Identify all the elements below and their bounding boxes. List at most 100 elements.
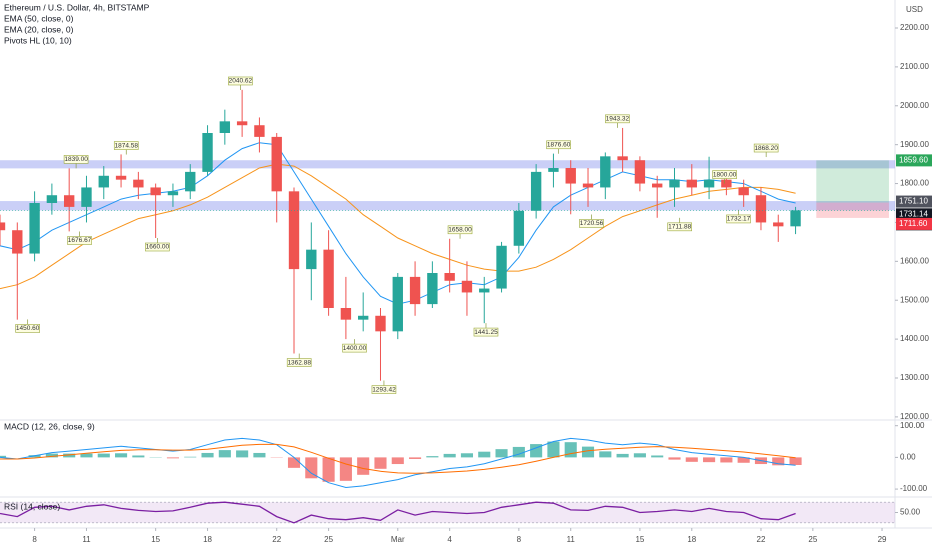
candle-body [496, 245, 507, 289]
macd-histogram-bar [651, 455, 664, 458]
pivot-label: 1450.60 [16, 325, 40, 332]
candle-body [46, 195, 58, 203]
candle-body [167, 191, 179, 196]
candle-body [530, 171, 542, 211]
macd-histogram-bar [772, 457, 785, 466]
macd-histogram-bar [132, 455, 145, 458]
macd-histogram-bar [547, 441, 560, 458]
macd-histogram-bar [460, 453, 474, 458]
legend-entry: Pivots HL (10, 10) [4, 35, 72, 45]
pivot-box [113, 141, 139, 150]
macd-histogram-bar [184, 456, 197, 458]
pivot-label: 1400.00 [343, 345, 367, 352]
macd-histogram-bar [789, 457, 802, 465]
macd-histogram-bar [80, 453, 93, 458]
x-tick-label: 18 [203, 535, 212, 544]
candle-body [98, 175, 109, 188]
pivot-label: 1362.88 [287, 359, 311, 366]
candle-body [634, 160, 646, 184]
candle-body [271, 136, 282, 192]
rsi-line [0, 501, 796, 524]
x-tick-label: Mar [391, 535, 405, 544]
x-tick-label: 25 [808, 535, 817, 544]
pane-title: RSI (14, close) [4, 501, 60, 511]
price-tag-label: 1731.14 [899, 209, 928, 218]
macd-histogram-bar [0, 455, 7, 458]
candle-body [185, 171, 196, 192]
macd-histogram-bar [703, 457, 716, 463]
chart-title: Ethereum / U.S. Dollar, 4h, BITSTAMP [4, 2, 150, 12]
pivot-box [667, 222, 692, 232]
pane-title: MACD (12, 26, close, 9) [4, 421, 95, 431]
target-zone [816, 160, 889, 203]
macd-histogram-bar [97, 453, 110, 458]
candle-body [565, 168, 576, 184]
y-tick-label: 100.00 [900, 421, 925, 430]
pivot-box [67, 236, 92, 245]
x-tick-label: 8 [517, 535, 522, 544]
candle-body [479, 288, 490, 293]
candle-body [600, 156, 611, 188]
x-tick-label: 25 [324, 535, 333, 544]
y-tick-label: 1400.00 [900, 334, 929, 343]
pivot-box [342, 343, 367, 353]
pivot-label: 1711.88 [668, 224, 691, 231]
plot: 8 11 15 18 22 25 Mar 4 8 11 15 18 22 25 29 2200.00 2100.… [0, 23, 932, 544]
x-tick-label: 4 [447, 535, 452, 544]
x-tick-label: 29 [878, 535, 887, 544]
candle-body [150, 187, 161, 196]
pivot-box [753, 143, 779, 153]
candle-body [513, 210, 525, 246]
y-tick-label: 2100.00 [900, 62, 929, 71]
x-tick-label: 18 [687, 535, 696, 544]
candle-body [115, 175, 127, 180]
y-tick-label: 2200.00 [900, 23, 929, 32]
macd-histogram-bar [391, 457, 404, 465]
macd-histogram-bar [45, 453, 58, 458]
y-tick-label: 1500.00 [900, 295, 929, 304]
candle-body [323, 249, 334, 308]
candle-body [582, 183, 594, 188]
candle-body [133, 179, 144, 188]
y-tick-label: 50.00 [900, 508, 921, 517]
macd-histogram-bar [218, 450, 231, 458]
currency-label: USD [906, 5, 923, 14]
pivot-box [228, 76, 253, 86]
candle-body [340, 308, 352, 320]
legend-entry: EMA (50, close, 0) [4, 13, 74, 23]
candle-body [790, 210, 801, 227]
y-tick-label: 1600.00 [900, 256, 929, 265]
pivot-box [726, 214, 751, 224]
legend-entry: EMA (20, close, 0) [4, 24, 74, 34]
pivot-label: 1943.32 [606, 116, 630, 123]
macd-histogram-bar [616, 453, 629, 458]
pivot-box [447, 225, 473, 235]
macd-histogram-bar [287, 457, 301, 468]
sr-zone [0, 201, 895, 211]
candle-body [773, 222, 784, 227]
candle-body [81, 187, 92, 207]
macd-histogram-bar [668, 457, 681, 460]
y-tick-label: 1800.00 [900, 179, 929, 188]
macd-histogram-bar [322, 457, 335, 482]
macd-histogram-bar [305, 457, 318, 479]
pivot-label: 1868.20 [754, 145, 778, 152]
macd-histogram-bar [512, 446, 525, 458]
macd-histogram-bar [63, 453, 76, 458]
pivot-label: 1720.56 [580, 220, 604, 227]
macd-histogram-bar [166, 457, 179, 459]
price-tag-label: 1751.10 [899, 197, 928, 206]
y-tick-label: 2000.00 [900, 101, 929, 110]
candle-body [219, 121, 231, 133]
y-tick-label: 1300.00 [900, 373, 929, 382]
macd-histogram-bar [495, 449, 508, 458]
candle-body [686, 179, 697, 188]
macd-histogram-bar [236, 450, 249, 458]
macd-line [0, 437, 796, 489]
pivot-box [546, 140, 571, 150]
pivot-label: 1876.60 [547, 141, 571, 148]
pivot-label: 1800.00 [713, 171, 737, 178]
pivot-box [15, 324, 40, 333]
candle-body [721, 179, 732, 188]
x-tick-label: 11 [82, 535, 91, 544]
